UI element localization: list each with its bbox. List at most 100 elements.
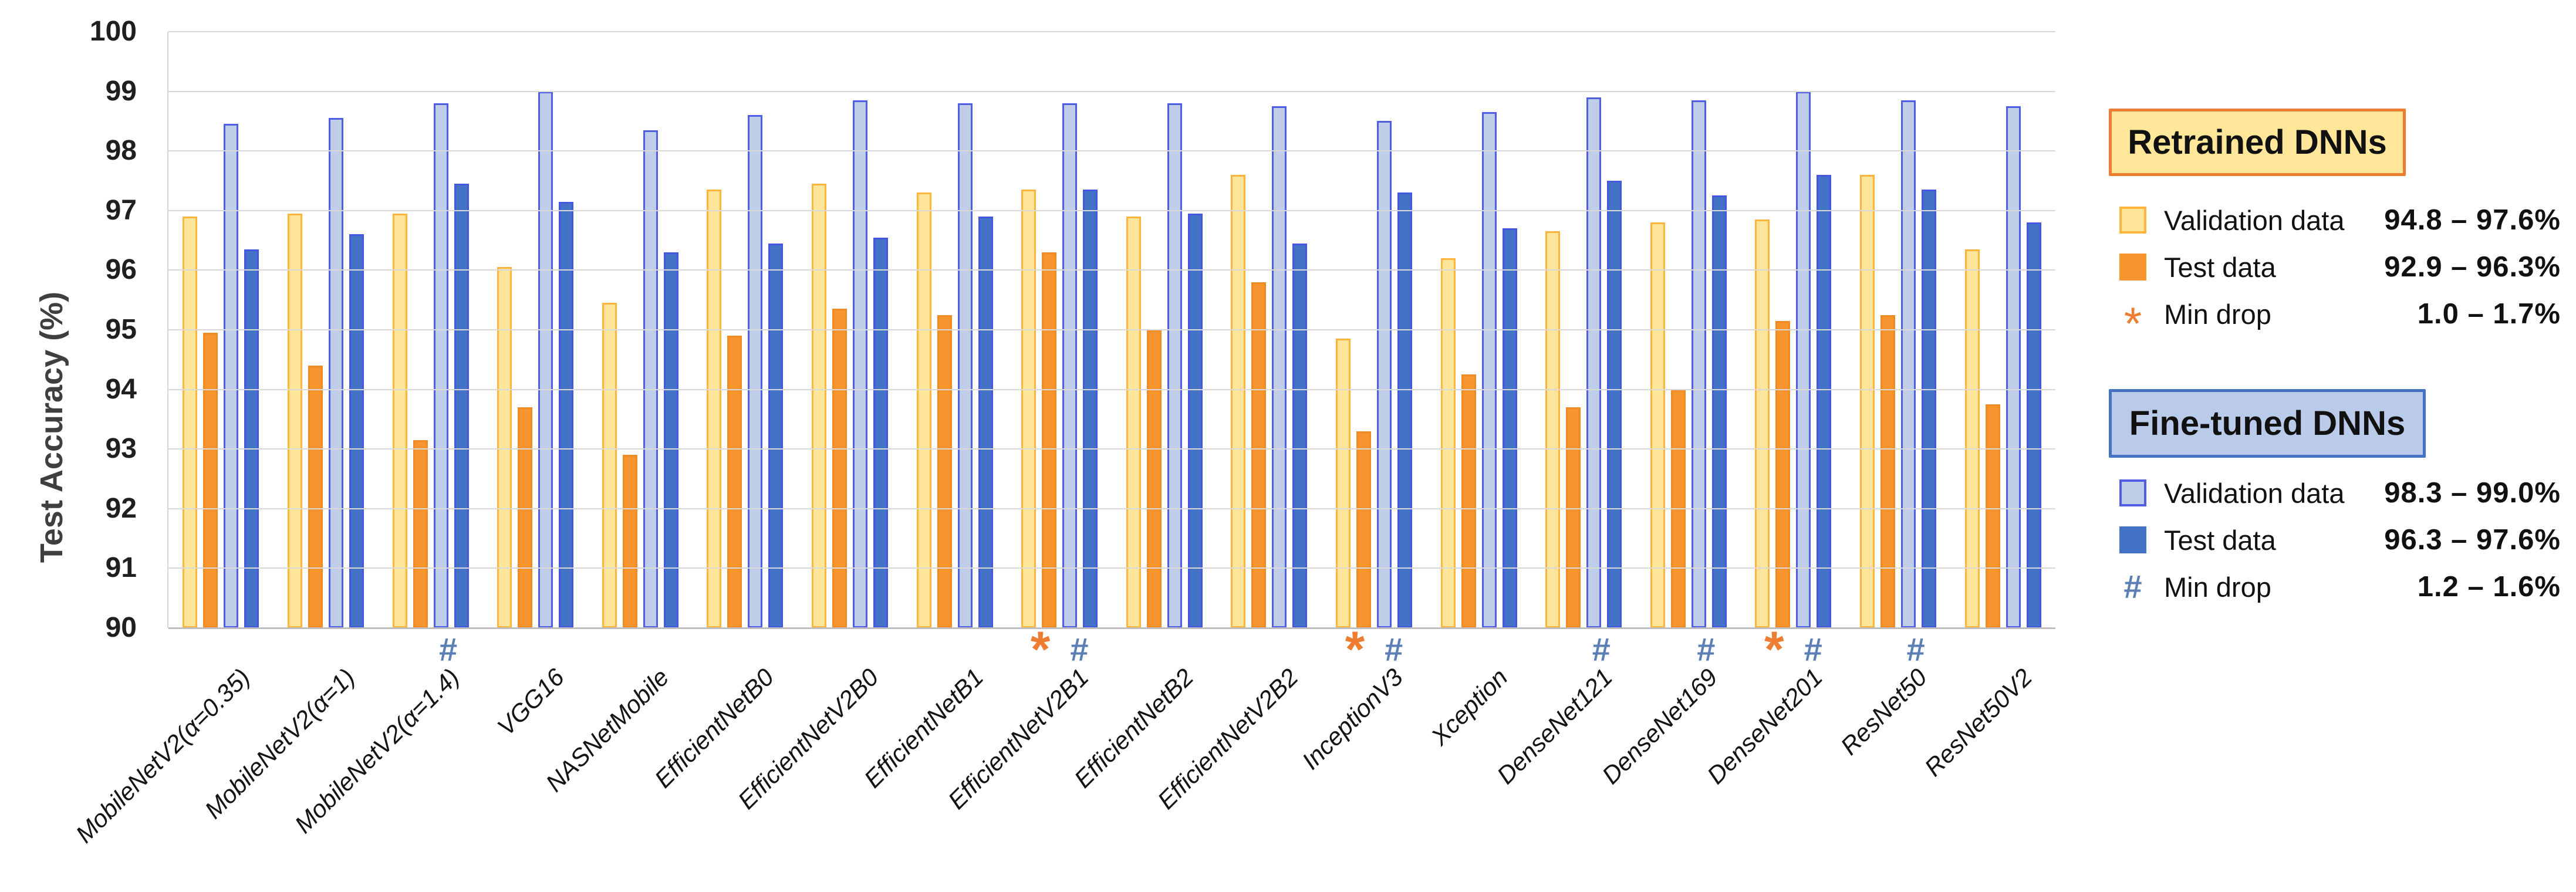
min-drop-markers: * # xyxy=(1031,624,1089,675)
gridline xyxy=(168,150,2055,152)
bar xyxy=(937,315,952,628)
hash-marker-icon: # xyxy=(2123,568,2142,605)
bar xyxy=(1985,404,2000,628)
bar xyxy=(559,201,574,628)
bar xyxy=(1775,320,1791,628)
bar xyxy=(1231,174,1246,628)
x-category-label: ResNet50 xyxy=(1835,663,1933,761)
bar xyxy=(1356,431,1371,628)
legend-value: 98.3 – 99.0% xyxy=(2384,477,2561,509)
bar xyxy=(1502,228,1517,628)
bar xyxy=(1292,243,1308,628)
bar-group-DenseNet201: * # DenseNet201 xyxy=(1701,32,1846,789)
legend-row-finetuned-min-drop: # Min drop 1.2 – 1.6% xyxy=(2109,560,2561,614)
bar xyxy=(1964,249,1980,628)
bar-group-InceptionV3: * # InceptionV3 xyxy=(1297,32,1427,775)
bar xyxy=(538,91,553,628)
min-drop-markers: # xyxy=(1697,631,1715,668)
bar xyxy=(1711,195,1727,628)
legend-row-retrained-test: Test data 92.9 – 96.3% xyxy=(2109,240,2561,294)
bar-group-MobileNetV2(α=0.35): MobileNetV2(α=0.35) xyxy=(70,32,274,848)
bar xyxy=(1901,100,1916,628)
bar xyxy=(203,333,218,628)
bar xyxy=(1126,216,1141,628)
gridline xyxy=(168,329,2055,330)
bar xyxy=(1586,97,1602,628)
legend-value: 92.9 – 96.3% xyxy=(2384,251,2561,283)
min-drop-hash-marker: # xyxy=(438,631,458,668)
bar xyxy=(873,237,888,628)
x-category-label: ResNet50V2 xyxy=(1919,663,2037,782)
bar xyxy=(727,336,742,628)
y-tick-label: 92 xyxy=(105,492,137,524)
y-tick-label: 97 xyxy=(105,194,137,226)
bar xyxy=(1251,282,1267,628)
legend-row-finetuned-validation: Validation data 98.3 – 99.0% xyxy=(2109,466,2561,520)
bar xyxy=(413,440,428,628)
gridline xyxy=(168,269,2055,271)
min-drop-hash-marker: # xyxy=(1592,631,1611,668)
gridline xyxy=(168,210,2055,211)
min-drop-hash-marker: # xyxy=(1697,631,1716,668)
bar xyxy=(1860,174,1875,628)
bar xyxy=(244,249,259,628)
retrained-test-swatch xyxy=(2119,254,2146,281)
x-category-label: InceptionV3 xyxy=(1297,663,1409,775)
y-tick-label: 95 xyxy=(105,314,137,345)
legend-title-retrained: Retrained DNNs xyxy=(2109,109,2406,176)
bar xyxy=(852,100,867,628)
bar xyxy=(1922,190,1937,628)
legend-title-finetuned-text: Fine-tuned DNNs xyxy=(2129,404,2406,442)
bar xyxy=(433,103,448,628)
bar xyxy=(2006,106,2021,628)
y-tick-label: 91 xyxy=(105,552,137,584)
bar xyxy=(1566,407,1581,628)
bar xyxy=(1880,315,1896,628)
bar-group-VGG16: VGG16 xyxy=(483,32,588,741)
y-tick-label: 99 xyxy=(105,75,137,107)
bar-group-ResNet50V2: ResNet50V2 xyxy=(1919,32,2055,782)
bar xyxy=(1272,106,1287,628)
bar xyxy=(916,192,931,628)
bar xyxy=(643,130,658,628)
bar xyxy=(497,267,512,628)
finetuned-test-swatch xyxy=(2119,526,2146,553)
bar-group-EfficientNetB0: EfficientNetB0 xyxy=(649,32,798,793)
legend-value: 94.8 – 97.6% xyxy=(2384,204,2561,236)
min-drop-hash-marker: # xyxy=(1906,631,1925,668)
bar xyxy=(1545,231,1561,628)
gridline xyxy=(168,448,2055,450)
bar xyxy=(832,309,847,628)
bar-group-MobileNetV2(α=1): MobileNetV2(α=1) xyxy=(199,32,379,824)
bar xyxy=(183,216,198,628)
bar xyxy=(1796,91,1811,628)
retrained-validation-swatch xyxy=(2119,207,2146,234)
y-tick-label: 94 xyxy=(105,373,137,405)
legend-label: Test data xyxy=(2164,251,2276,283)
x-category-label: MobileNetV2(α=0.35) xyxy=(70,663,255,849)
bar xyxy=(707,190,722,628)
legend-value: 96.3 – 97.6% xyxy=(2384,524,2561,556)
min-drop-hash-marker: # xyxy=(1385,631,1403,668)
gridline xyxy=(168,388,2055,390)
bar xyxy=(1021,190,1037,628)
bar xyxy=(287,213,302,628)
bar xyxy=(1083,190,1098,628)
bar xyxy=(1650,222,1665,628)
bar xyxy=(978,216,993,628)
bar-group-ResNet50: # ResNet50 xyxy=(1835,32,1951,760)
min-drop-star-marker: * xyxy=(1345,621,1365,678)
bar-group-EfficientNetV2B2: EfficientNetV2B2 xyxy=(1152,32,1322,815)
legend-row-retrained-min-drop: * Min drop 1.0 – 1.7% xyxy=(2109,287,2561,346)
gridline xyxy=(168,567,2055,569)
bar xyxy=(1397,192,1412,628)
bar xyxy=(328,118,343,628)
bar xyxy=(1461,374,1476,628)
min-drop-markers: * # xyxy=(1345,621,1403,678)
bar xyxy=(1187,213,1203,628)
bar xyxy=(602,303,617,628)
plot-area: MobileNetV2(α=0.35) MobileNetV2(α=1) # Mobi… xyxy=(70,31,2055,848)
bar xyxy=(1817,174,1832,628)
y-tick-label: 93 xyxy=(105,433,137,465)
bar xyxy=(768,243,784,628)
